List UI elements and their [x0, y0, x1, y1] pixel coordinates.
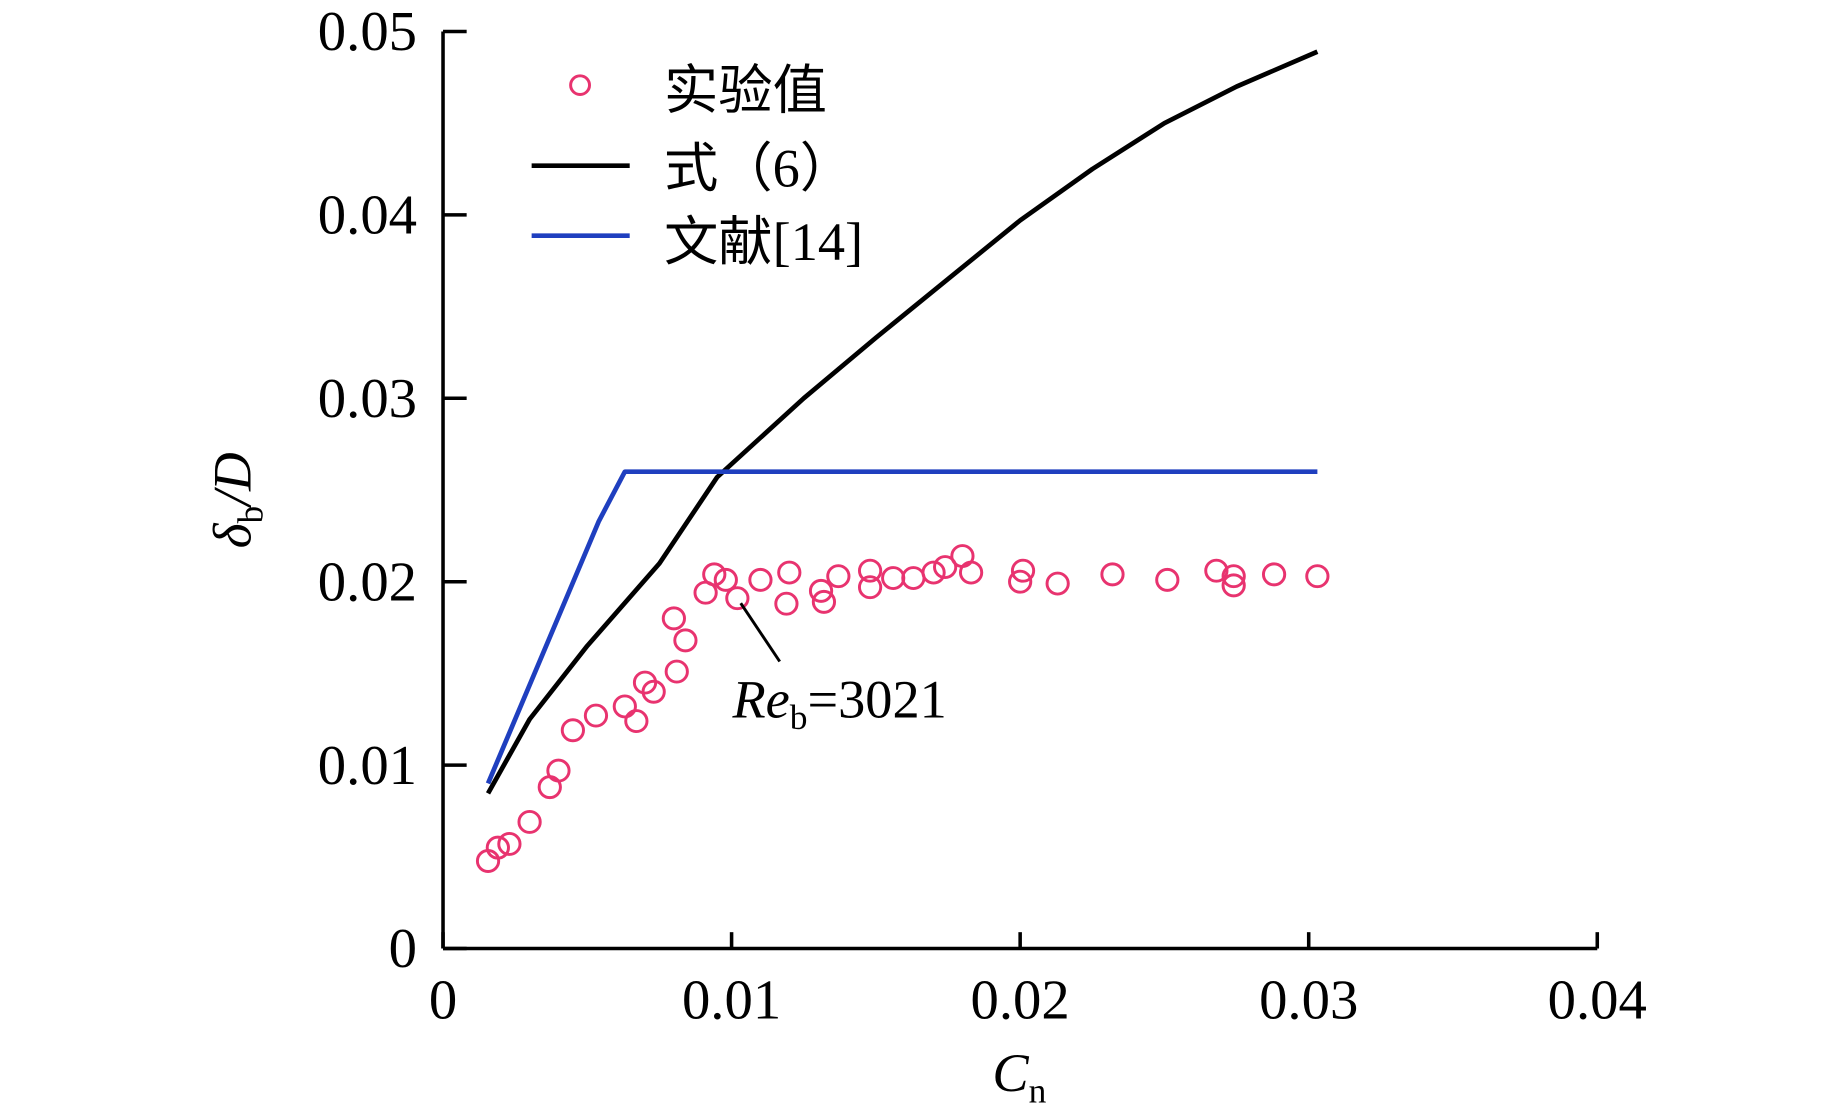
- series-line-2: [485, 469, 1318, 785]
- data-point: [958, 560, 984, 585]
- data-point: [811, 589, 837, 614]
- axes: 0 0.01 0.02 0.03 0.04 0 0.01 0.02 0.03 0.04 0.05: [318, 1, 1647, 1031]
- data-point: [612, 694, 637, 719]
- data-point: [857, 575, 883, 600]
- data-point: [725, 586, 750, 611]
- x-tick-label: 0.03: [1259, 970, 1358, 1032]
- legend: 实验值 式（6） 文献[14]: [531, 61, 863, 272]
- x-axis-label: Cn: [992, 1043, 1046, 1110]
- y-tick-label: 0.03: [318, 368, 417, 430]
- data-point: [1221, 573, 1246, 598]
- data-point: [1045, 571, 1070, 596]
- data-point: [485, 835, 510, 860]
- data-point: [901, 566, 926, 590]
- data-point: [808, 578, 834, 603]
- data-point: [624, 709, 649, 734]
- x-tick-label: 0.01: [682, 970, 781, 1032]
- data-point: [881, 566, 906, 590]
- marks: [475, 49, 1330, 873]
- data-point: [673, 628, 698, 653]
- legend-label-ref14: 文献[14]: [664, 212, 863, 272]
- data-point: [1008, 569, 1033, 594]
- data-point: [583, 703, 609, 728]
- legend-marker-experiment: [569, 74, 592, 96]
- data-point: [921, 560, 946, 585]
- y-tick-label: 0: [389, 918, 417, 980]
- y-axis-label: δb/D: [202, 452, 270, 548]
- data-point: [1204, 558, 1229, 583]
- data-point: [517, 809, 542, 834]
- annotation: Reb=3021: [731, 602, 947, 737]
- data-point: [857, 558, 883, 583]
- data-point: [826, 564, 851, 589]
- data-point: [661, 606, 686, 631]
- data-point: [641, 679, 666, 704]
- data-point: [777, 560, 802, 585]
- x-tick-label: 0.04: [1548, 970, 1647, 1032]
- data-point: [1100, 562, 1125, 587]
- y-tick-label: 0.05: [318, 1, 417, 63]
- data-point: [933, 555, 958, 579]
- series-line-1: [485, 49, 1319, 795]
- x-tick-label: 0.02: [971, 970, 1070, 1032]
- legend-label-eq6: 式（6）: [664, 139, 854, 199]
- data-point: [748, 567, 773, 592]
- data-point: [702, 562, 727, 587]
- y-tick-label: 0.04: [318, 185, 417, 247]
- data-point: [713, 567, 738, 592]
- legend-label-experiment: 实验值: [664, 61, 827, 121]
- data-point: [664, 659, 689, 684]
- annotation-pointer: [739, 602, 781, 663]
- data-point: [497, 832, 522, 856]
- data-point: [1155, 567, 1180, 592]
- data-point: [774, 591, 799, 616]
- x-tick-label: 0: [429, 970, 457, 1032]
- data-point: [546, 758, 571, 783]
- data-point: [1010, 558, 1036, 583]
- data-point: [560, 718, 585, 743]
- y-tick-label: 0.02: [318, 552, 417, 614]
- y-tick-label: 0.01: [318, 735, 417, 797]
- annotation-label: Reb=3021: [731, 670, 946, 737]
- data-point: [1305, 564, 1330, 589]
- data-point: [1261, 562, 1287, 587]
- data-point: [1221, 564, 1246, 589]
